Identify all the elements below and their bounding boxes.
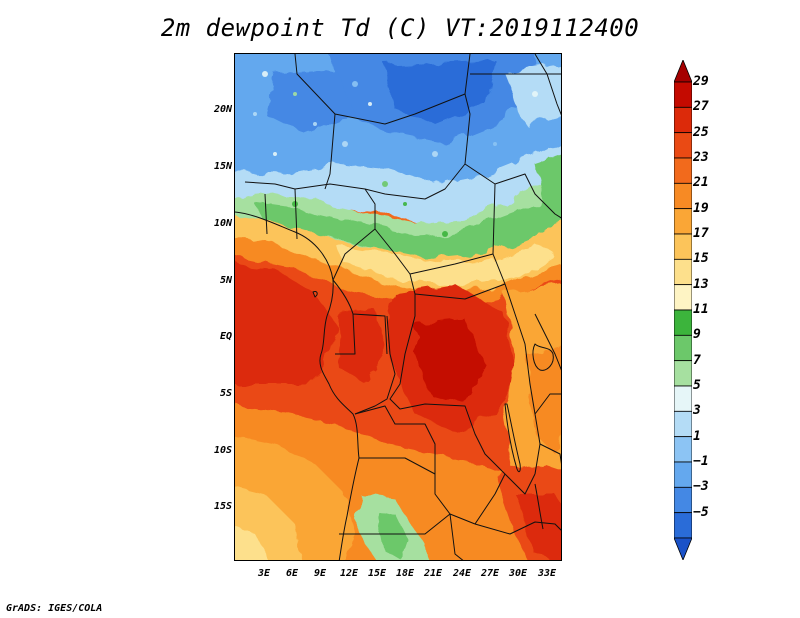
footer-credit: GrADS: IGES/COLA (6, 603, 103, 614)
colorbar-cell (674, 81, 692, 108)
colorbar-cell (674, 309, 692, 336)
colorbar-level-label: 1 (693, 428, 701, 444)
colorbar-level-label: 11 (693, 302, 709, 317)
colorbar-cell (674, 258, 692, 286)
x-tick-label: 18E (395, 568, 415, 579)
colorbar-cell (674, 537, 692, 560)
colorbar-cell (674, 385, 692, 412)
colorbar-level-label: 5 (693, 378, 701, 393)
y-tick-label: 15N (213, 161, 232, 172)
colorbar-level-label: −5 (693, 504, 709, 520)
colorbar-level-label: 15 (693, 251, 709, 267)
colorbar-level-label: 23 (693, 150, 709, 165)
colorbar-cell (674, 334, 692, 362)
colorbar-cell (674, 182, 692, 210)
colorbar-level-label: 27 (693, 99, 709, 115)
colorbar-level-label: 13 (693, 276, 709, 292)
colorbar (674, 60, 692, 560)
x-tick-label: 12E (339, 568, 359, 579)
y-tick-label: 20N (213, 104, 232, 115)
colorbar-cell (674, 233, 692, 260)
chart-title: 2m dewpoint Td (C) VT:2019112400 (160, 14, 640, 42)
colorbar-cell (674, 284, 692, 311)
map-plot-area (234, 53, 562, 561)
y-tick-label: 15S (213, 501, 232, 512)
colorbar-level-label: 29 (693, 74, 709, 89)
colorbar-cell (674, 106, 692, 134)
colorbar-level-label: −1 (693, 454, 709, 469)
colorbar-cell (674, 486, 692, 514)
colorbar-level-label: −3 (693, 479, 709, 495)
x-tick-label: 24E (452, 568, 472, 579)
colorbar-level-label: 7 (693, 352, 701, 368)
x-tick-label: 33E (537, 568, 557, 579)
colorbar-level-label: 3 (693, 403, 701, 419)
x-tick-label: 27E (480, 568, 500, 579)
x-tick-label: 30E (508, 568, 528, 579)
colorbar-level-label: 19 (693, 200, 709, 216)
colorbar-level-label: 17 (693, 226, 709, 241)
colorbar-cell (674, 208, 692, 235)
y-tick-label: EQ (219, 331, 232, 342)
colorbar-cells (674, 60, 692, 560)
x-tick-label: 9E (313, 568, 327, 579)
colorbar-level-label: 9 (693, 327, 701, 343)
colorbar-cell (674, 410, 692, 438)
x-tick-label: 21E (423, 568, 443, 579)
colorbar-cell (674, 157, 692, 184)
colorbar-cell (674, 360, 692, 387)
x-tick-label: 6E (285, 568, 299, 579)
y-tick-label: 10N (213, 218, 232, 229)
colorbar-level-label: 25 (693, 124, 709, 140)
colorbar-cell (674, 132, 692, 159)
colorbar-cell (674, 60, 692, 83)
x-tick-label: 15E (367, 568, 387, 579)
y-tick-label: 10S (213, 445, 232, 456)
colorbar-cell (674, 512, 692, 539)
y-tick-label: 5N (219, 275, 232, 286)
colorbar-cell (674, 436, 692, 463)
dewpoint-field (235, 54, 561, 560)
colorbar-cell (674, 461, 692, 488)
y-tick-label: 5S (219, 388, 232, 399)
colorbar-level-label: 21 (693, 175, 709, 191)
x-tick-label: 3E (257, 568, 271, 579)
